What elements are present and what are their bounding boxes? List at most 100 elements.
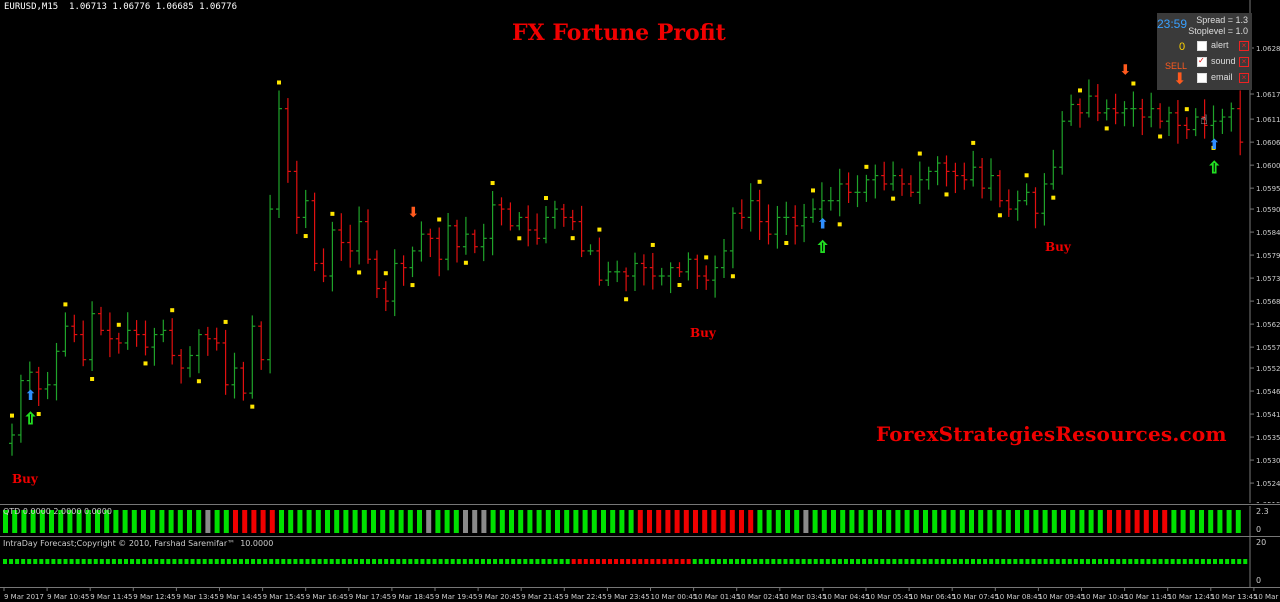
- qtd-bar: [711, 510, 717, 533]
- email-option[interactable]: email ×: [1197, 71, 1249, 83]
- candle: [1023, 183, 1030, 206]
- forecast-dot: [69, 559, 74, 564]
- qtd-bar: [499, 510, 505, 533]
- qtd-bar: [1235, 510, 1241, 533]
- close-icon[interactable]: ×: [1239, 73, 1249, 83]
- candle: [1237, 90, 1244, 156]
- forecast-dot: [662, 559, 667, 564]
- forecast-dot: [813, 559, 818, 564]
- forecast-dot: [438, 559, 443, 564]
- candle: [1032, 187, 1039, 229]
- candle: [142, 320, 149, 356]
- pane-separator[interactable]: [0, 536, 1280, 537]
- candle: [213, 327, 220, 351]
- forecast-dot: [390, 559, 395, 564]
- forecast-dot: [329, 559, 334, 564]
- forecast-dot: [335, 559, 340, 564]
- qtd-bar: [131, 510, 137, 533]
- qtd-bar: [463, 510, 468, 533]
- forecast-dot: [408, 559, 413, 564]
- price-tick-label: 1.05570: [1256, 344, 1280, 352]
- pane-separator[interactable]: [0, 504, 1280, 505]
- intraday-forecast-pane[interactable]: [0, 537, 1280, 587]
- candle: [418, 221, 425, 262]
- forecast-dot: [172, 559, 177, 564]
- candle: [62, 312, 69, 357]
- qtd-bar: [426, 510, 432, 533]
- forecast-dot: [704, 559, 709, 564]
- forecast-dot: [928, 559, 933, 564]
- alert-checkbox[interactable]: [1197, 40, 1207, 51]
- sound-option[interactable]: sound ×: [1197, 55, 1249, 67]
- qtd-bar: [21, 510, 27, 533]
- forecast-dot: [964, 559, 969, 564]
- sell-signal-text: SELL: [1165, 61, 1188, 71]
- candle: [863, 174, 870, 202]
- signal-dot: [971, 140, 976, 145]
- price-chart[interactable]: 1.06285 1.06175 1.06115 1.06060 1.06005 1.059…: [0, 0, 1280, 503]
- qtd-scale-bottom: 0: [1256, 525, 1262, 534]
- price-tick-label: 1.05300: [1256, 457, 1280, 465]
- forecast-dot: [293, 559, 298, 564]
- forecast-dot: [105, 559, 110, 564]
- qtd-bar: [113, 510, 119, 533]
- candle: [284, 98, 291, 183]
- candle: [783, 201, 790, 236]
- forecast-dot: [1164, 559, 1169, 564]
- candle: [89, 301, 96, 371]
- signal-dot: [330, 211, 335, 216]
- close-icon[interactable]: ×: [1239, 57, 1249, 67]
- qtd-bar: [417, 510, 422, 533]
- forecast-dot: [1158, 559, 1163, 564]
- qtd-bar: [444, 510, 450, 533]
- qtd-bar: [168, 510, 174, 533]
- forecast-dot: [166, 559, 171, 564]
- candle: [115, 332, 122, 354]
- forecast-dot: [674, 559, 679, 564]
- forecast-dot: [353, 559, 358, 564]
- time-tick-label: 9 Mar 18:45: [392, 593, 434, 601]
- forecast-dot: [952, 559, 957, 564]
- forecast-dot: [245, 559, 249, 564]
- signal-dot: [917, 151, 922, 156]
- time-tick-label: 9 Mar 2017: [4, 593, 44, 601]
- forecast-dot: [722, 559, 727, 564]
- candle: [747, 183, 754, 232]
- candle: [988, 158, 994, 201]
- forecast-dot: [124, 559, 128, 564]
- qtd-bar: [95, 510, 100, 533]
- alert-option[interactable]: alert ×: [1197, 39, 1249, 51]
- qtd-bar: [67, 510, 73, 533]
- candle: [996, 170, 1003, 208]
- qtd-bar: [959, 510, 965, 533]
- qtd-bar: [886, 510, 892, 533]
- qtd-indicator-pane[interactable]: [0, 506, 1280, 536]
- forecast-dot: [868, 559, 873, 564]
- forecast-dot: [3, 559, 7, 564]
- price-tick-label: 1.05845: [1256, 229, 1280, 237]
- signal-dot: [303, 234, 308, 239]
- forecast-dot: [795, 559, 800, 564]
- forecast-dot: [87, 559, 92, 564]
- price-tick-label: 1.05195: [1256, 501, 1280, 503]
- forecast-dot: [196, 559, 201, 564]
- forecast-dot: [378, 559, 383, 564]
- signal-dot: [597, 227, 602, 232]
- forecast-dot: [63, 559, 68, 564]
- candle: [703, 265, 710, 290]
- sound-checkbox[interactable]: [1197, 55, 1207, 67]
- close-icon[interactable]: ×: [1239, 41, 1249, 51]
- qtd-bar: [141, 510, 146, 533]
- buy-hollow-arrow-icon: ⇧: [816, 238, 829, 257]
- forecast-dot: [1031, 559, 1036, 564]
- qtd-bar: [3, 510, 8, 533]
- qtd-bar: [297, 510, 303, 533]
- email-checkbox[interactable]: [1197, 72, 1207, 83]
- qtd-bar: [831, 510, 836, 533]
- signal-dot: [757, 179, 762, 184]
- watermark-text: ForexStrategiesResources.com: [876, 422, 1227, 446]
- signal-dot: [650, 242, 655, 247]
- indicator-title: FX Fortune Profit: [512, 20, 726, 46]
- pane-separator[interactable]: [0, 587, 1280, 588]
- time-tick-label: 9 Mar 15:45: [263, 593, 305, 601]
